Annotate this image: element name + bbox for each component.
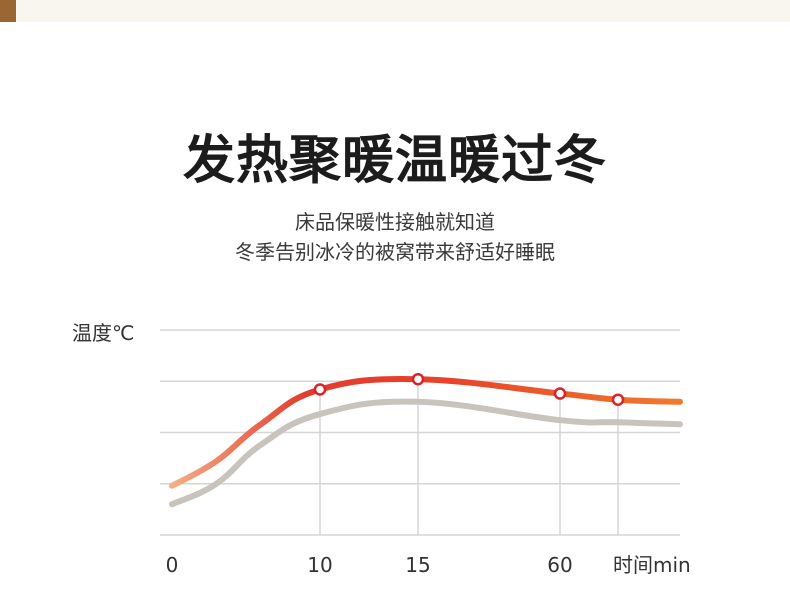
y-axis-label: 温度℃ [72,321,134,345]
x-tick-label: 10 [307,553,332,577]
data-point-marker [313,383,327,396]
x-tick-label: 15 [405,553,430,577]
subtitle-line-2: 冬季告别冰冷的被窝带来舒适好睡眠 [235,240,555,264]
data-point-marker [411,372,425,386]
x-axis-label: 时间min [613,553,691,577]
x-tick-label: 0 [166,553,179,577]
x-tick-label: 60 [547,553,572,577]
data-point-marker [611,393,625,406]
top-band [0,0,790,22]
series-line-warm [169,376,683,489]
corner-tab [0,0,16,22]
subtitle-line-1: 床品保暖性接触就知道 [295,210,495,234]
temperature-chart: 温度℃ 0 10 15 60 时间min [72,321,691,577]
data-point-marker [553,387,567,400]
headline: 发热聚暖温暖过冬 [182,131,607,191]
series-line-cool [169,398,683,508]
